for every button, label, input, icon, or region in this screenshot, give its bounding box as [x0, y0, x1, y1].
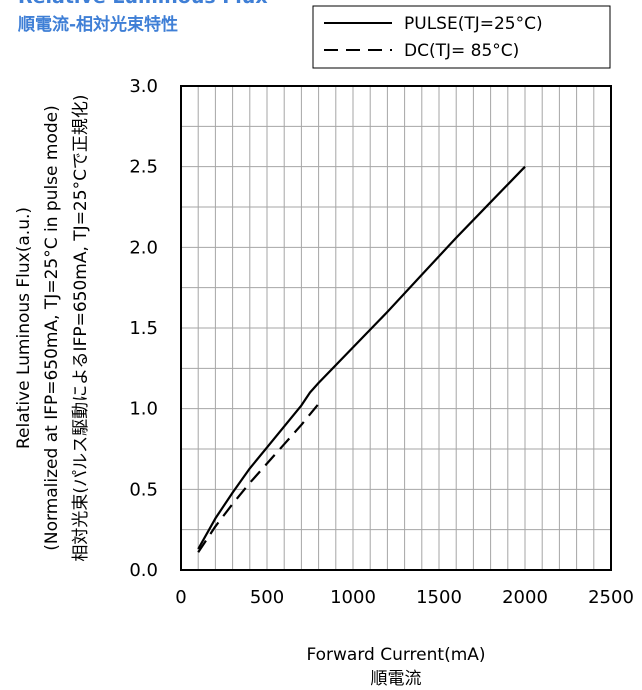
grid	[181, 86, 611, 570]
y-axis-label-sub2: 相対光束(パルス駆動によるIFP=650mA, TJ=25°Cで正規化)	[71, 94, 91, 561]
y-tick-label: 1.0	[129, 399, 158, 420]
y-tick-label: 0.5	[129, 479, 158, 500]
series-line-dc	[197, 403, 320, 553]
plot-frame	[180, 85, 612, 571]
legend-label-pulse: PULSE(TJ=25°C)	[404, 14, 543, 34]
chart-subtitle: 順電流-相対光束特性	[18, 15, 179, 35]
legend-box	[312, 5, 611, 69]
legend: PULSE(TJ=25°C) DC(TJ= 85°C)	[312, 5, 611, 69]
y-tick-labels: 0.0 0.5 1.0 1.5 2.0 2.5 3.0	[129, 76, 158, 581]
x-axis-label: Forward Current(mA)	[306, 645, 485, 665]
series-layer	[197, 165, 526, 553]
chart-title: Relative Luminous Flux	[18, 0, 268, 8]
y-tick-label: 2.5	[129, 157, 158, 178]
y-axis-label: Relative Luminous Flux(a.u.)	[14, 207, 34, 449]
y-axis-label-sub1: (Normalized at IFP=650mA, TJ=25°C in pul…	[42, 105, 62, 550]
x-axis-label-sub: 順電流	[371, 669, 422, 689]
y-tick-label: 2.0	[129, 237, 158, 258]
y-tick-label: 3.0	[129, 76, 158, 97]
legend-label-dc: DC(TJ= 85°C)	[404, 41, 519, 61]
x-tick-label: 1500	[416, 587, 462, 608]
series-line-pulse	[197, 165, 526, 550]
x-tick-label: 0	[175, 587, 186, 608]
x-tick-labels: 0 500 1000 1500 2000 2500	[175, 587, 634, 608]
x-tick-label: 500	[250, 587, 284, 608]
x-tick-label: 1000	[330, 587, 376, 608]
y-tick-label: 0.0	[129, 560, 158, 581]
x-tick-label: 2000	[502, 587, 548, 608]
x-tick-label: 2500	[588, 587, 634, 608]
y-tick-label: 1.5	[129, 318, 158, 339]
